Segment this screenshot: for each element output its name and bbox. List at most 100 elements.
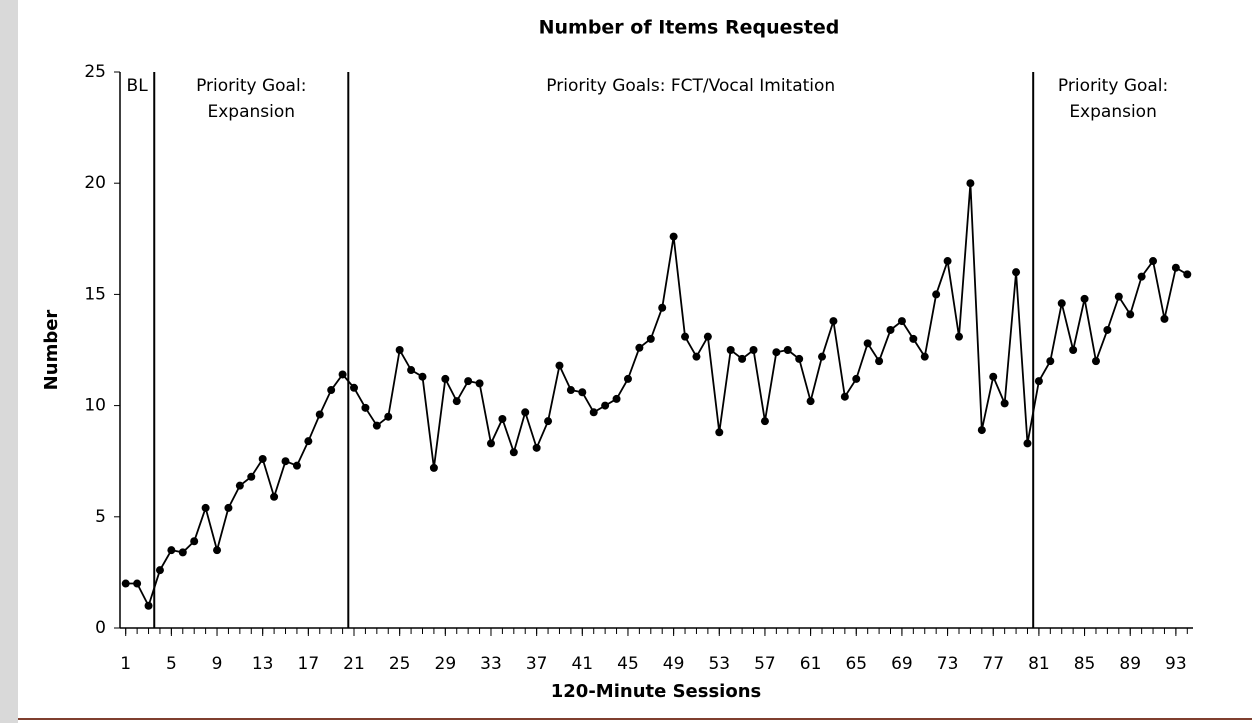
data-point — [1126, 310, 1135, 319]
data-point — [247, 472, 256, 481]
data-point — [897, 317, 906, 326]
data-point — [429, 463, 438, 472]
data-point — [783, 346, 792, 354]
phase-label: Priority Goal: — [1058, 76, 1168, 96]
data-point — [932, 290, 941, 299]
data-point — [544, 417, 553, 426]
y-tick-label: 10 — [84, 396, 106, 416]
data-point — [1183, 270, 1192, 279]
x-tick-label: 21 — [343, 654, 365, 674]
data-point — [715, 428, 724, 437]
data-point — [1000, 399, 1009, 408]
data-point — [532, 443, 541, 452]
phase-label: Expansion — [1069, 102, 1157, 122]
y-tick-label: 15 — [84, 284, 106, 304]
x-tick-label: 81 — [1028, 654, 1050, 674]
x-tick-label: 17 — [298, 654, 320, 674]
data-point — [886, 325, 895, 334]
x-tick-label: 41 — [571, 654, 593, 674]
data-point — [920, 352, 929, 361]
phase-label: Priority Goal: — [196, 76, 306, 96]
phase-label: BL — [127, 76, 149, 96]
data-point — [486, 439, 495, 448]
data-point — [1080, 294, 1089, 303]
data-point — [806, 397, 815, 406]
data-point — [1171, 263, 1180, 272]
x-tick-label: 45 — [617, 654, 639, 674]
x-tick-label: 57 — [754, 654, 776, 674]
data-point — [1069, 346, 1078, 354]
data-point — [144, 601, 153, 610]
x-tick-label: 53 — [708, 654, 730, 674]
y-tick-label: 0 — [95, 618, 106, 638]
data-point — [384, 412, 393, 421]
data-point — [441, 374, 450, 383]
phase-label: Expansion — [207, 102, 295, 122]
data-point — [772, 348, 781, 357]
y-tick-label: 5 — [95, 507, 106, 527]
data-point — [669, 232, 678, 241]
data-point — [1160, 314, 1169, 323]
data-point — [954, 332, 963, 341]
data-point — [977, 426, 986, 435]
data-point — [829, 317, 838, 326]
y-tick-label: 20 — [84, 173, 106, 193]
data-point — [1057, 299, 1066, 308]
data-point — [133, 579, 142, 588]
data-point — [852, 374, 861, 383]
data-point — [521, 408, 530, 417]
x-tick-label: 73 — [937, 654, 959, 674]
data-point — [498, 414, 507, 423]
data-point — [1149, 257, 1158, 266]
data-point — [350, 383, 359, 392]
data-point — [121, 579, 130, 588]
data-point — [235, 481, 244, 490]
data-point — [635, 343, 644, 352]
data-point — [989, 372, 998, 381]
x-tick-label: 9 — [212, 654, 223, 674]
data-line — [125, 183, 1188, 609]
data-point — [795, 354, 804, 363]
x-tick-label: 33 — [480, 654, 502, 674]
y-axis-label: Number — [41, 310, 62, 391]
data-point — [646, 334, 655, 343]
data-point — [418, 372, 427, 381]
x-tick-label: 29 — [435, 654, 457, 674]
data-point — [315, 410, 324, 419]
data-point — [395, 346, 404, 354]
x-tick-label: 89 — [1119, 654, 1141, 674]
x-axis-label: 120-Minute Sessions — [551, 681, 762, 702]
data-point — [258, 454, 267, 463]
data-point — [270, 492, 279, 501]
data-point — [338, 370, 347, 379]
data-point — [863, 339, 872, 348]
data-point — [178, 548, 187, 557]
data-point — [612, 394, 621, 403]
x-tick-label: 25 — [389, 654, 411, 674]
phase-label: Priority Goals: FCT/Vocal Imitation — [546, 76, 835, 96]
data-point — [213, 546, 222, 555]
data-point — [155, 566, 164, 575]
data-point — [292, 461, 301, 470]
data-point — [749, 346, 758, 354]
data-point — [760, 417, 769, 426]
data-point — [589, 408, 598, 417]
x-tick-label: 37 — [526, 654, 548, 674]
data-point — [875, 357, 884, 366]
data-point — [452, 397, 461, 406]
data-point — [190, 537, 199, 546]
data-point — [224, 503, 233, 512]
x-tick-label: 61 — [800, 654, 822, 674]
data-point — [578, 388, 587, 397]
x-tick-label: 93 — [1165, 654, 1187, 674]
x-tick-label: 77 — [982, 654, 1004, 674]
data-point — [1023, 439, 1032, 448]
data-point — [361, 403, 370, 412]
data-point — [1137, 272, 1146, 281]
x-tick-label: 85 — [1074, 654, 1096, 674]
data-point — [327, 386, 336, 395]
data-point — [1103, 325, 1112, 334]
data-point — [509, 448, 518, 457]
x-tick-label: 69 — [891, 654, 913, 674]
